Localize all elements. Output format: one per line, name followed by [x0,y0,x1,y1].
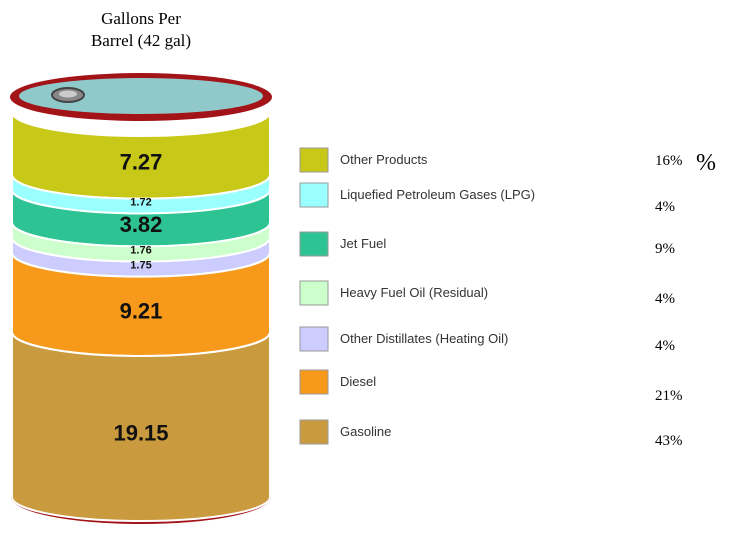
share-label: 16% [655,153,683,169]
share-label: 4% [655,291,675,307]
value-label: 1.76 [130,244,151,256]
legend-label: Other Products [340,152,428,167]
value-label: 1.72 [130,196,151,208]
legend-swatch [300,148,328,172]
legend-swatch [300,281,328,305]
value-label: 19.15 [113,421,168,446]
chart: Gallons PerBarrel (42 gal) 7.27 1.72 3.82 1… [0,0,733,537]
legend-label: Heavy Fuel Oil (Residual) [340,285,488,300]
value-label: 3.82 [120,212,163,237]
share-label: 4% [655,338,675,354]
share-label: 21% [655,388,683,404]
legend-label: Diesel [340,374,376,389]
value-label: 7.27 [120,150,163,175]
share-label: 43% [655,433,683,449]
legend-swatch [300,327,328,351]
legend-swatch [300,232,328,256]
legend-swatch [300,420,328,444]
share-label: 4% [655,199,675,215]
legend-label: Gasoline [340,424,391,439]
legend-label: Other Distillates (Heating Oil) [340,331,508,346]
legend-swatch [300,370,328,394]
value-label: 9.21 [120,299,163,324]
annotation: % [696,150,716,176]
value-label: 1.75 [130,259,151,271]
barrel-cap-inner [59,91,77,98]
legend-label: Jet Fuel [340,236,386,251]
legend-swatch [300,183,328,207]
share-label: 9% [655,241,675,257]
legend-label: Liquefied Petroleum Gases (LPG) [340,187,535,202]
